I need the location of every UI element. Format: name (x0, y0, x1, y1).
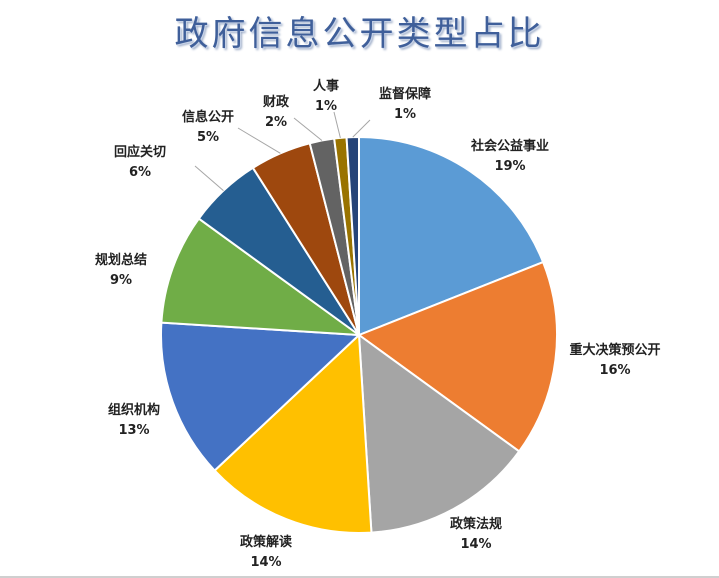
leader-line (237, 127, 281, 154)
slice-label-name: 社会公益事业 (470, 138, 549, 154)
slice-label-percent: 1% (315, 99, 337, 114)
slice-label-name: 政策法规 (450, 516, 502, 532)
data-labels: 社会公益事业 19% 重大决策预公开 16% 政策法规 14% 政策解读 14% 组织机构 13%… (95, 78, 661, 570)
slice-label-name: 回应关切 (114, 144, 166, 160)
slice-label-percent: 6% (129, 165, 151, 180)
slice-label-percent: 16% (599, 363, 630, 378)
slice-label-percent: 2% (265, 115, 287, 130)
slice-label-name: 财政 (263, 94, 290, 110)
pie-slice (160, 217, 363, 337)
slice-label-percent: 5% (197, 130, 219, 145)
leader-line (194, 165, 224, 192)
leader-line (352, 119, 371, 138)
pie-slice (358, 135, 545, 337)
slice-label-name: 政策解读 (240, 534, 292, 550)
leader-line (333, 111, 341, 138)
slice-label-percent: 1% (394, 107, 416, 122)
slice-label-name: 规划总结 (95, 252, 147, 268)
pie-slice (213, 332, 373, 534)
bottom-border (0, 576, 719, 578)
slice-label-name: 人事 (313, 78, 339, 94)
slice-label-name: 组织机构 (108, 402, 160, 418)
slice-label-percent: 13% (118, 423, 149, 438)
slice-label-percent: 14% (460, 537, 491, 552)
slice-label-name: 监督保障 (379, 86, 431, 102)
pie-slices (160, 135, 558, 534)
chart-title: 政府信息公开类型占比 (174, 14, 545, 54)
pie-slice (357, 332, 521, 534)
leader-line (293, 117, 323, 141)
pie-slice (356, 260, 558, 453)
slice-label-percent: 19% (494, 159, 525, 174)
leader-lines (194, 111, 371, 192)
slice-label-percent: 9% (110, 273, 132, 288)
slice-label-name: 信息公开 (182, 109, 234, 125)
pie-slice (160, 321, 362, 472)
slice-label-percent: 14% (250, 555, 281, 570)
pie-slice (345, 135, 360, 336)
slice-label-name: 重大决策预公开 (569, 342, 660, 358)
